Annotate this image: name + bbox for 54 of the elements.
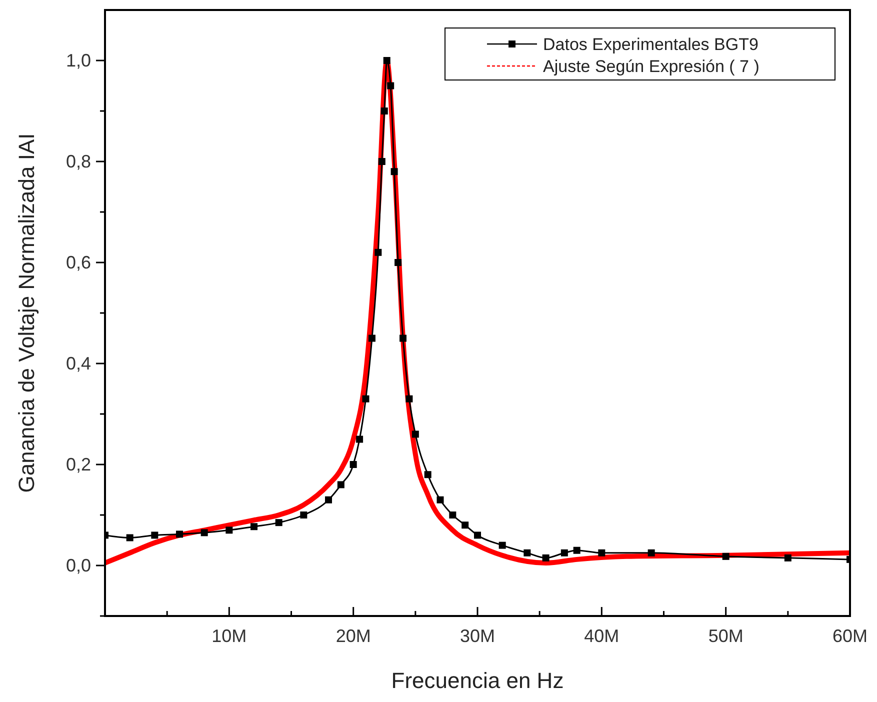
- legend-label: Ajuste Según Expresión ( 7 ): [543, 57, 760, 76]
- point: [387, 82, 394, 90]
- point: [400, 334, 406, 342]
- y-tick-label: 0,2: [66, 454, 91, 474]
- y-tick-label: 0,0: [66, 556, 91, 576]
- point: [462, 522, 469, 529]
- x-tick-label: 10M: [212, 626, 247, 646]
- legend-label: Datos Experimentales BGT9: [543, 35, 758, 54]
- point: [648, 549, 655, 556]
- point: [436, 496, 444, 504]
- point: [374, 248, 382, 256]
- y-tick-label: 0,6: [66, 252, 91, 272]
- y-axis-title: Ganancia de Voltaje Normalizada IAI: [14, 133, 39, 493]
- point: [449, 512, 456, 518]
- x-axis-title: Frecuencia en Hz: [391, 668, 564, 693]
- point: [378, 158, 386, 165]
- point: [498, 542, 506, 549]
- point: [424, 471, 432, 478]
- point: [300, 512, 308, 518]
- x-tick-label: 30M: [460, 626, 496, 646]
- point: [383, 57, 390, 64]
- point: [406, 395, 413, 402]
- point: [573, 546, 580, 554]
- point: [126, 534, 134, 542]
- x-tick-label: 20M: [336, 626, 371, 646]
- point: [362, 395, 370, 402]
- point: [325, 496, 332, 504]
- y-tick-label: 1,0: [66, 50, 91, 70]
- point: [368, 334, 376, 342]
- point: [524, 549, 531, 556]
- point: [784, 554, 792, 562]
- point: [350, 461, 357, 468]
- point: [542, 554, 550, 562]
- y-tick-label: 0,4: [66, 354, 91, 374]
- point: [151, 532, 158, 539]
- point: [474, 532, 481, 539]
- point: [412, 430, 419, 438]
- point: [226, 526, 233, 534]
- point: [250, 523, 258, 530]
- point: [337, 481, 344, 488]
- point: [356, 436, 364, 443]
- point: [394, 259, 402, 266]
- y-tick-label: 0,8: [66, 152, 91, 172]
- point: [275, 519, 282, 526]
- point: [598, 549, 606, 556]
- point: [200, 529, 208, 536]
- x-tick-label: 40M: [584, 626, 620, 646]
- point: [722, 552, 730, 560]
- point: [560, 549, 568, 556]
- point: [380, 108, 388, 114]
- x-tick-label: 60M: [832, 626, 868, 646]
- x-tick-label: 50M: [708, 626, 744, 646]
- point: [176, 530, 183, 538]
- point: [390, 168, 398, 176]
